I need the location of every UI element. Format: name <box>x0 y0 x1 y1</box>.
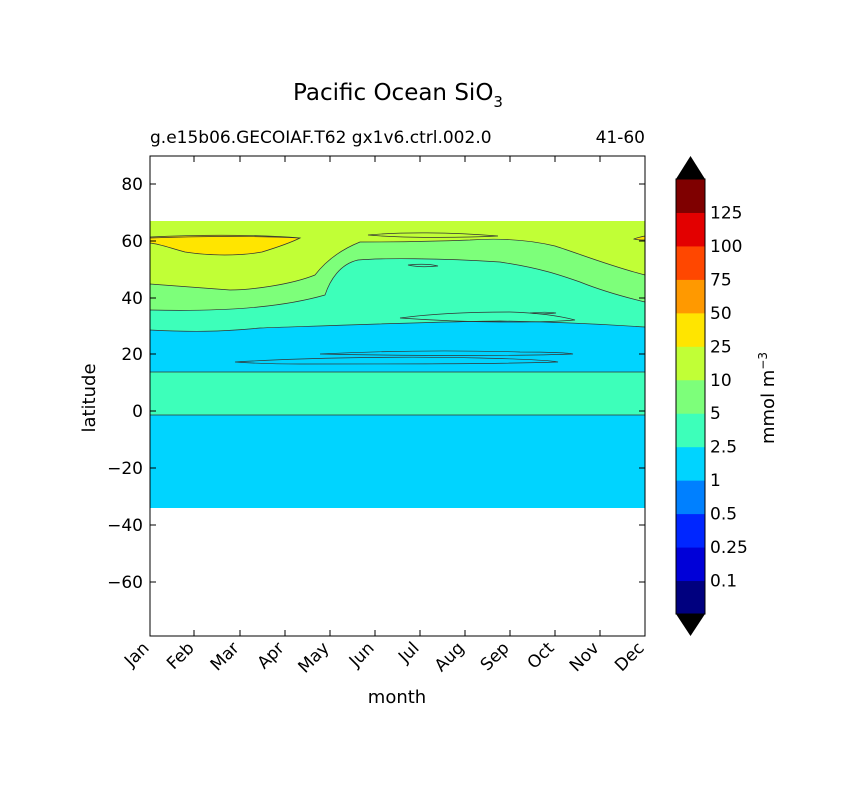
x-tick-label: Oct <box>524 638 559 673</box>
y-tick-label: 80 <box>121 175 143 195</box>
colorbar-segment <box>676 379 705 414</box>
colorbar-segment <box>676 580 705 615</box>
plot-area: 80 60 40 20 0 −20 −40 −60 Jan Feb Mar <box>79 155 649 708</box>
colorbar-tick-label: 1 <box>710 471 721 491</box>
colorbar-segment <box>676 346 705 381</box>
y-tick-label: −40 <box>107 516 143 536</box>
chart-title: Pacific Ocean SiO3 <box>293 80 503 111</box>
colorbar-tick-label: 10 <box>710 371 732 391</box>
x-tick-label: Mar <box>207 638 244 675</box>
x-tick-label: Dec <box>611 638 648 675</box>
colorbar-segment <box>676 212 705 247</box>
colorbar-segment <box>676 513 705 548</box>
x-tick-label: Jun <box>345 638 379 672</box>
x-tick-label: Sep <box>477 638 514 675</box>
y-tick-label: −20 <box>107 459 143 479</box>
colorbar-segment <box>676 480 705 515</box>
colorbar-tick-label: 50 <box>710 304 732 324</box>
colorbar: 0.1 0.25 0.5 1 2.5 5 10 25 50 75 100 125 mmol m−3 <box>675 156 779 636</box>
colorbar-frame <box>675 178 706 615</box>
title-subscript: 3 <box>493 93 503 111</box>
x-tick-label: Feb <box>163 638 198 673</box>
y-tick-marks <box>150 183 645 583</box>
contour-band-5-10 <box>150 239 645 311</box>
subtitle-left: g.e15b06.GECOIAF.T62 gx1v6.ctrl.002.0 <box>150 128 492 148</box>
plot-frame <box>149 155 646 637</box>
subtitle-right: 41-60 <box>596 128 645 148</box>
x-tick-labels: Jan Feb Mar Apr May Jun Jul Aug Sep Oct … <box>120 638 648 677</box>
colorbar-segment <box>676 245 705 280</box>
colorbar-label-superscript: −3 <box>756 352 770 370</box>
colorbar-segment <box>676 179 705 213</box>
contour-band-2.5-5-mid <box>150 258 645 332</box>
colorbar-tick-label: 75 <box>710 270 732 290</box>
y-tick-label: −60 <box>107 573 143 593</box>
y-tick-labels: 80 60 40 20 0 −20 −40 −60 <box>107 175 143 593</box>
y-axis-label: latitude <box>79 363 100 432</box>
x-tick-label: Jan <box>120 638 153 671</box>
colorbar-tick-label: 0.25 <box>710 538 748 558</box>
contour-band-1-2.5-south <box>150 415 645 508</box>
x-tick-label: Nov <box>566 638 604 676</box>
colorbar-tick-label: 2.5 <box>710 438 737 458</box>
colorbar-extend-high <box>676 156 705 179</box>
colorbar-segment <box>676 279 705 314</box>
x-tick-label: Jul <box>394 638 423 667</box>
y-tick-label: 20 <box>121 345 143 365</box>
colorbar-segment <box>676 547 705 582</box>
colorbar-label: mmol m−3 <box>756 352 779 444</box>
colorbar-tick-label: 100 <box>710 237 742 257</box>
colorbar-segment <box>676 446 705 481</box>
x-tick-label: Apr <box>254 638 289 673</box>
contour-lines <box>149 232 646 416</box>
colorbar-tick-label: 5 <box>710 404 721 424</box>
x-tick-marks <box>193 156 601 636</box>
colorbar-extend-low <box>676 614 705 636</box>
x-tick-label: May <box>295 638 334 677</box>
colorbar-tick-label: 25 <box>710 337 732 357</box>
x-axis-label: month <box>368 687 426 708</box>
contour-band-25-50-dec <box>632 235 646 241</box>
y-tick-label: 60 <box>121 232 143 252</box>
colorbar-tick-label: 0.5 <box>710 505 737 525</box>
y-tick-label: 40 <box>121 289 143 309</box>
contour-band-2.5-5-equator <box>150 372 645 415</box>
colorbar-segment <box>676 312 705 347</box>
colorbar-tick-label: 0.1 <box>710 572 737 592</box>
x-tick-label: Aug <box>431 638 469 676</box>
contour-band-25-50 <box>149 234 302 256</box>
colorbar-tick-label: 125 <box>710 203 742 223</box>
y-tick-label: 0 <box>132 402 143 422</box>
colorbar-segment <box>676 413 705 448</box>
